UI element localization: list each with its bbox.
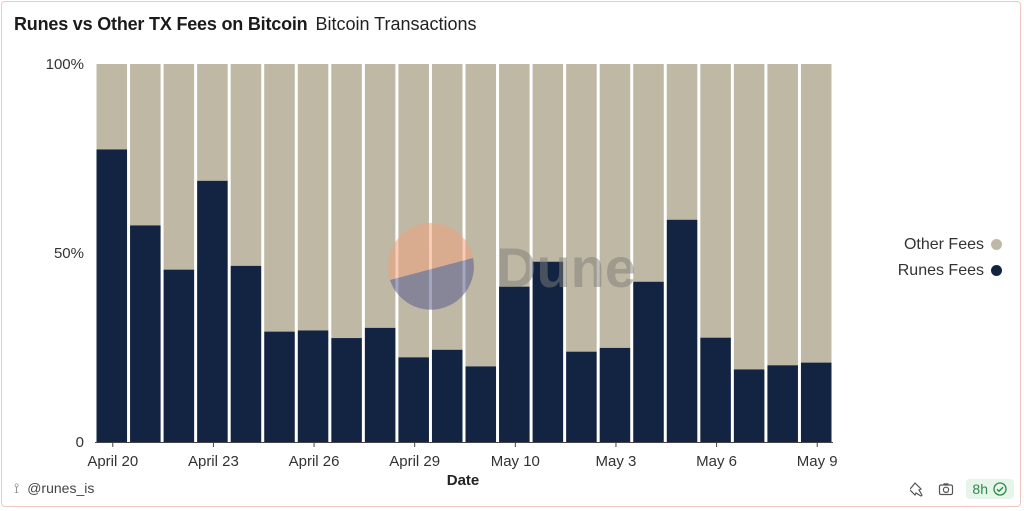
bar-other-fees	[297, 64, 329, 331]
bar-other-fees	[364, 64, 396, 328]
refresh-age-text: 8h	[972, 481, 988, 497]
y-tick-label: 100%	[46, 56, 84, 73]
bar-runes-fees	[532, 261, 564, 442]
bar-runes-fees	[566, 351, 597, 442]
camera-icon[interactable]	[938, 481, 954, 497]
bar-other-fees	[130, 64, 161, 226]
bar-other-fees	[767, 64, 798, 366]
refresh-age-badge[interactable]: 8h	[966, 479, 1014, 499]
bar-runes-fees	[331, 338, 362, 442]
bar-other-fees	[197, 64, 228, 181]
bar-runes-fees	[499, 286, 530, 442]
bar-other-fees	[532, 64, 564, 262]
bar-other-fees	[599, 64, 631, 348]
bar-runes-fees	[431, 349, 463, 442]
x-tick-label: May 6	[696, 453, 737, 470]
bar-runes-fees	[666, 219, 698, 442]
dune-watermark-text: Dune	[496, 236, 636, 299]
bar-runes-fees	[197, 180, 228, 442]
title-row: Runes vs Other TX Fees on Bitcoin Bitcoin…	[14, 14, 477, 35]
person-icon: ⟟	[14, 480, 20, 496]
footer-actions: 8h	[910, 479, 1014, 499]
dune-watermark	[388, 223, 474, 310]
bar-runes-fees	[733, 369, 765, 442]
legend-item-runes-fees[interactable]: Runes Fees	[898, 258, 1002, 284]
x-axis-title: Date	[447, 472, 480, 489]
author-handle: @runes_is	[27, 480, 95, 496]
legend-item-other-fees[interactable]: Other Fees	[898, 232, 1002, 258]
legend-label-other-fees: Other Fees	[903, 236, 984, 253]
bar-other-fees	[733, 64, 765, 370]
x-tick-label: May 9	[797, 453, 838, 470]
y-tick-label: 50%	[54, 245, 84, 262]
bar-runes-fees	[130, 225, 161, 442]
bar-other-fees	[331, 64, 362, 339]
bar-runes-fees	[700, 337, 731, 442]
x-tick-label: April 23	[188, 453, 239, 470]
bar-other-fees	[398, 64, 429, 358]
y-tick-label: 0	[76, 434, 84, 451]
bar-other-fees	[800, 64, 832, 363]
chart-subtitle: Bitcoin Transactions	[315, 14, 477, 34]
legend-label-runes-fees: Runes Fees	[897, 262, 984, 279]
bar-runes-fees	[599, 347, 631, 442]
bar-other-fees	[633, 64, 664, 282]
bar-runes-fees	[297, 330, 329, 442]
legend-dot-other-fees	[991, 239, 1002, 250]
bar-other-fees	[700, 64, 731, 338]
x-tick-label: April 20	[87, 453, 138, 470]
bar-runes-fees	[465, 366, 497, 442]
chart-title: Runes vs Other TX Fees on Bitcoin	[14, 14, 308, 34]
footer-author[interactable]: ⟟ @runes_is	[14, 480, 94, 497]
bar-other-fees	[96, 64, 128, 150]
legend: Other Fees Runes Fees	[898, 232, 1002, 284]
check-circle-icon	[993, 482, 1007, 496]
bar-runes-fees	[398, 357, 429, 442]
dune-logo-shade	[390, 258, 474, 310]
bar-runes-fees	[163, 269, 195, 442]
bar-runes-fees	[800, 362, 832, 442]
bar-runes-fees	[264, 331, 295, 442]
bar-other-fees	[465, 64, 497, 367]
x-tick-label: April 26	[289, 453, 340, 470]
bar-other-fees	[163, 64, 195, 270]
bar-other-fees	[230, 64, 262, 266]
legend-dot-runes-fees	[991, 265, 1002, 276]
bar-runes-fees	[364, 327, 396, 442]
x-tick-label: May 10	[491, 453, 540, 470]
x-tick-label: May 3	[596, 453, 637, 470]
bar-runes-fees	[96, 149, 128, 443]
bar-runes-fees	[230, 265, 262, 442]
x-tick-label: April 29	[389, 453, 440, 470]
bar-other-fees	[666, 64, 698, 220]
bar-runes-fees	[767, 365, 798, 442]
pin-icon[interactable]	[910, 481, 926, 497]
bar-other-fees	[566, 64, 597, 352]
bar-other-fees	[264, 64, 295, 332]
bar-runes-fees	[633, 281, 664, 442]
bar-other-fees	[499, 64, 530, 287]
